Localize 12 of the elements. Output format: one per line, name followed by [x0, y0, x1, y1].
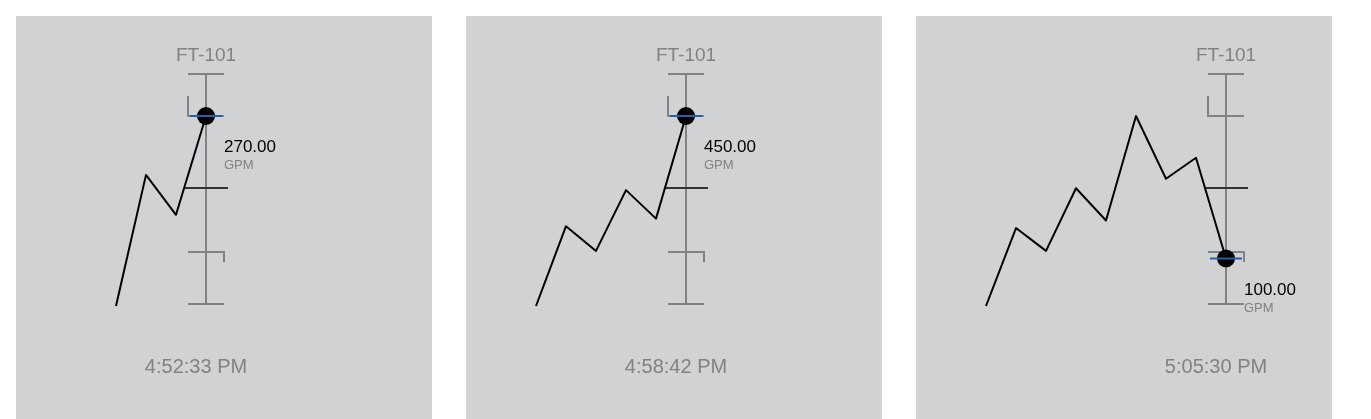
x-axis-title: 4:58:42 PM	[624, 355, 728, 377]
text: 270.00	[224, 137, 276, 156]
x-axis-title: 4:52:33 PM	[144, 355, 248, 377]
chart-title: FT-101	[1195, 44, 1257, 65]
chart-title: FT-101	[175, 44, 237, 65]
text: 450.00	[704, 137, 756, 156]
x-axis-title: 5:05:30 PM	[1164, 355, 1268, 377]
text: GPM	[1244, 299, 1274, 315]
text: GPM	[224, 157, 254, 172]
chart-title: FT-101	[655, 44, 717, 65]
text: 100.00	[1244, 279, 1296, 299]
text: GPM	[704, 157, 734, 172]
